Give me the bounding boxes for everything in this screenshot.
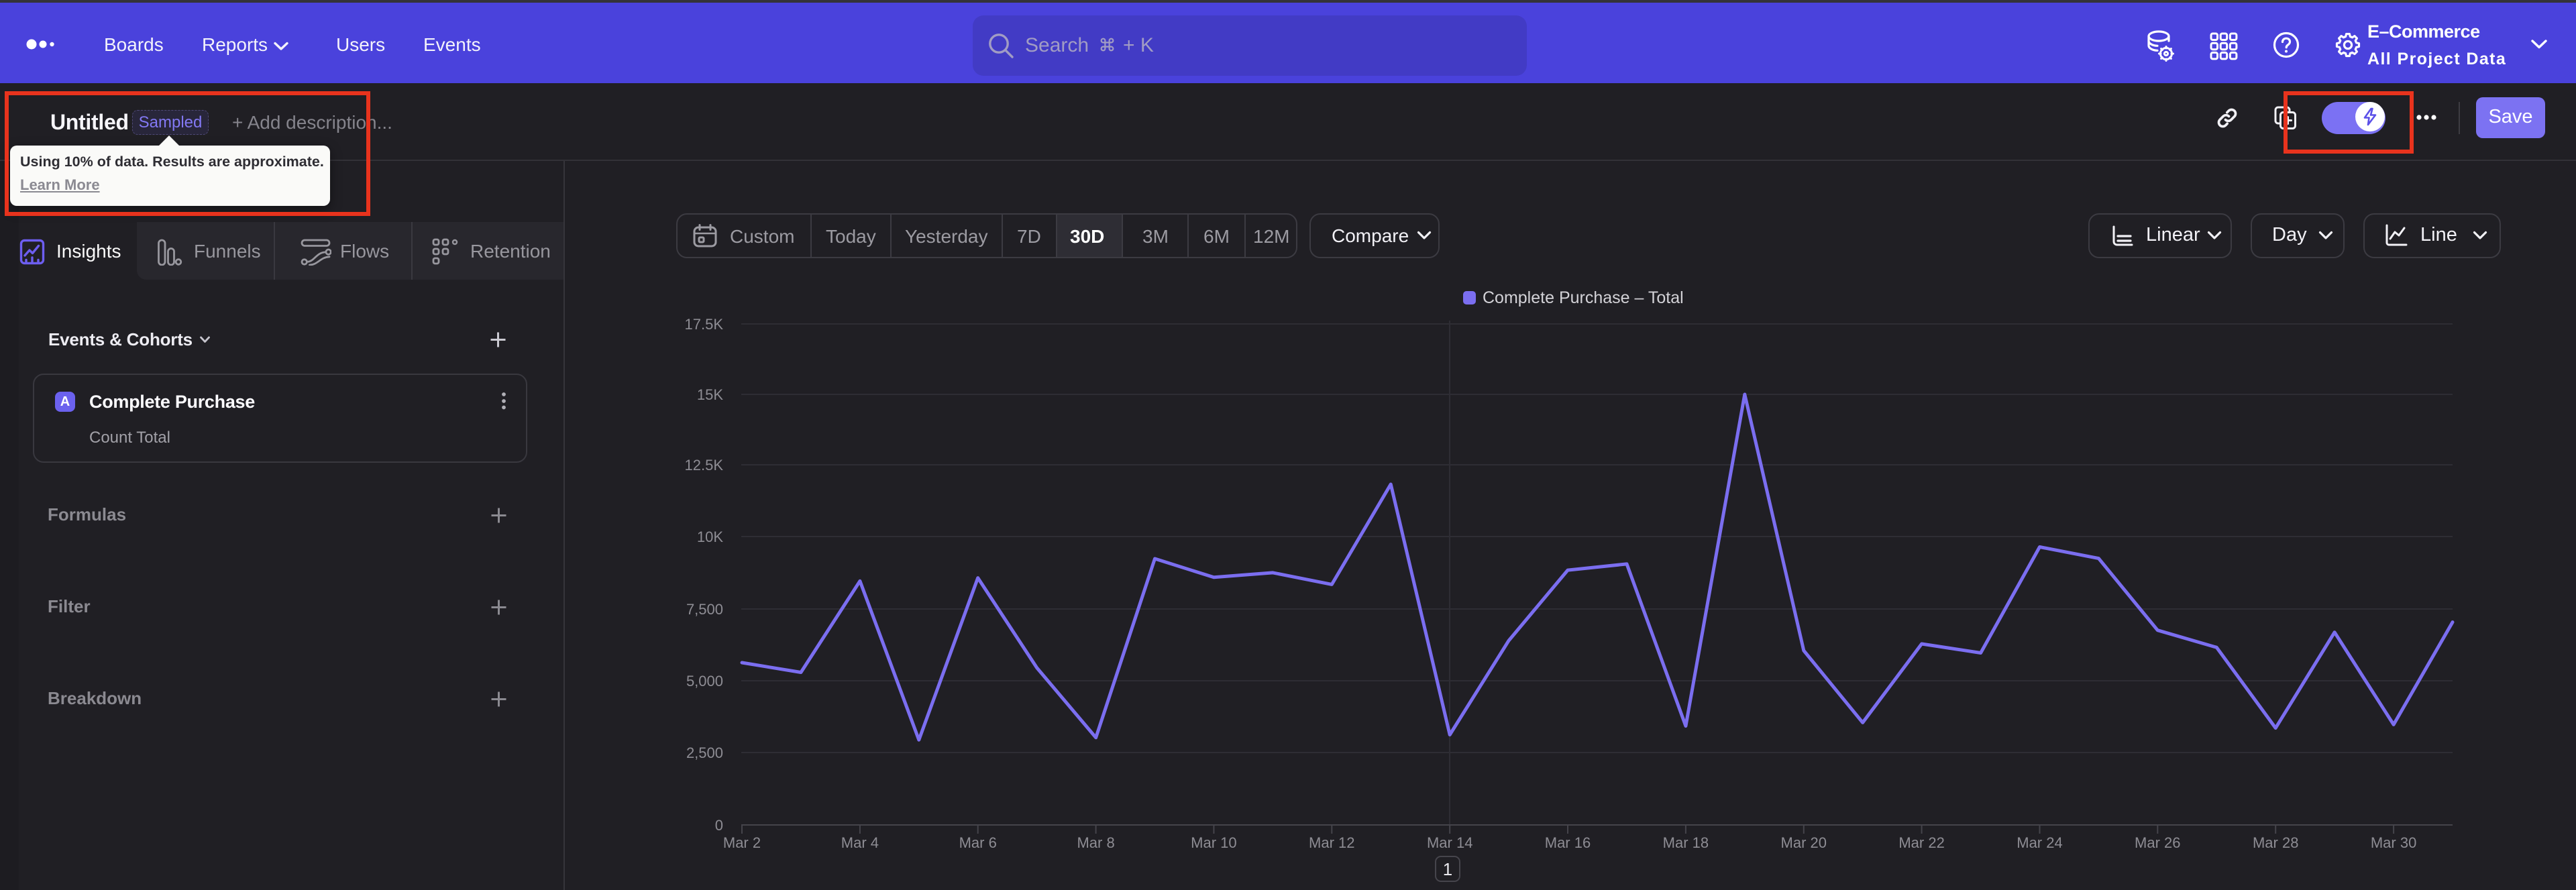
svg-text:Mar 16: Mar 16 <box>1545 834 1591 851</box>
svg-text:Mar 4: Mar 4 <box>841 834 879 851</box>
svg-text:Mar 24: Mar 24 <box>2017 834 2062 851</box>
svg-text:Mar 6: Mar 6 <box>959 834 997 851</box>
svg-text:Mar 20: Mar 20 <box>1781 834 1827 851</box>
svg-text:Mar 26: Mar 26 <box>2135 834 2180 851</box>
svg-text:12.5K: 12.5K <box>685 457 724 474</box>
svg-text:Mar 14: Mar 14 <box>1427 834 1472 851</box>
svg-text:Mar 10: Mar 10 <box>1191 834 1236 851</box>
svg-text:Mar 18: Mar 18 <box>1663 834 1709 851</box>
svg-text:17.5K: 17.5K <box>685 316 724 333</box>
svg-text:10K: 10K <box>697 529 723 545</box>
svg-text:7,500: 7,500 <box>686 601 723 618</box>
svg-text:5,000: 5,000 <box>686 673 723 689</box>
svg-text:Mar 22: Mar 22 <box>1898 834 1944 851</box>
svg-text:0: 0 <box>715 817 723 834</box>
svg-text:15K: 15K <box>697 386 723 403</box>
svg-text:Mar 12: Mar 12 <box>1309 834 1354 851</box>
svg-text:Mar 8: Mar 8 <box>1077 834 1114 851</box>
svg-text:2,500: 2,500 <box>686 744 723 761</box>
svg-text:Mar 28: Mar 28 <box>2253 834 2298 851</box>
svg-text:Mar 30: Mar 30 <box>2371 834 2416 851</box>
svg-text:Mar 2: Mar 2 <box>723 834 761 851</box>
